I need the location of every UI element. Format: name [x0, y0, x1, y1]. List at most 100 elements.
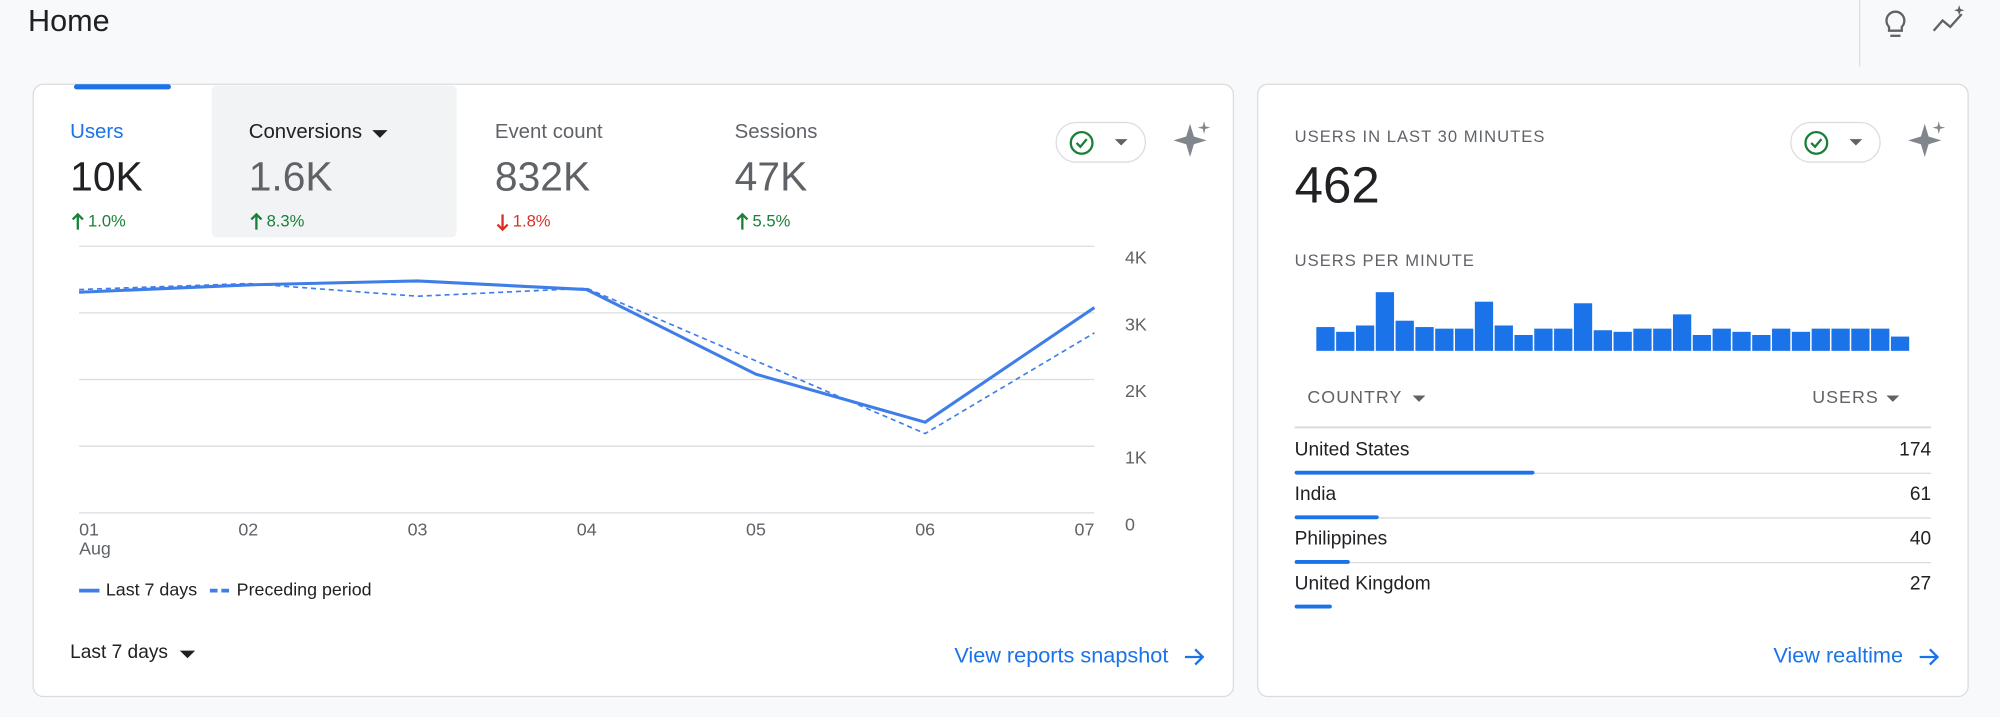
bar — [1752, 334, 1771, 351]
y-tick-label: 3K — [1125, 314, 1147, 334]
change-arrow — [496, 214, 509, 232]
metric-label[interactable]: Conversions — [249, 121, 362, 143]
country-users: 174 — [1899, 439, 1931, 460]
bar — [1573, 303, 1593, 351]
users-bar — [1294, 604, 1332, 609]
link-arrow — [1184, 648, 1205, 666]
change-arrow — [250, 212, 263, 230]
metric-label[interactable]: Event count — [495, 121, 603, 143]
tab-indicator — [73, 84, 171, 90]
dropdown-arrow — [179, 650, 196, 659]
change-arrow — [71, 212, 84, 230]
compare-button[interactable] — [1790, 121, 1881, 163]
overview-content: Users 10K 1.0% Conversions 1.6K 8.3% Event cou… — [70, 84, 1147, 599]
metric-value: 1.6K — [249, 154, 333, 200]
bar — [1514, 334, 1533, 351]
bar — [1672, 314, 1692, 351]
sparkle-icon[interactable] — [1908, 121, 1946, 157]
country-name: Philippines — [1295, 529, 1387, 550]
bar — [1811, 328, 1830, 351]
country-name: United States — [1295, 439, 1410, 460]
bar — [1712, 328, 1731, 351]
sparkle-icon[interactable] — [1173, 121, 1211, 157]
y-tick-label: 1K — [1125, 448, 1147, 468]
link-arrow — [1919, 648, 1940, 666]
bar — [1772, 328, 1791, 351]
x-tick-label: 01 — [79, 519, 99, 539]
page-title: Home — [28, 4, 110, 38]
users-bar — [1294, 515, 1379, 520]
x-tick-label: 03 — [408, 519, 428, 539]
bar — [1494, 325, 1513, 351]
x-tick-label: 06 — [915, 519, 935, 539]
view-reports-link[interactable]: View reports snapshot — [954, 643, 1168, 668]
metric-change: 5.5% — [753, 211, 791, 230]
line-series — [79, 282, 1095, 435]
country-name: United Kingdom — [1295, 573, 1431, 594]
users-bar — [1294, 470, 1535, 475]
bar — [1435, 328, 1454, 351]
country-name: India — [1295, 484, 1337, 505]
x-tick-label: 04 — [577, 519, 597, 539]
tab-hover-bg — [211, 85, 457, 238]
dropdown-arrow — [372, 130, 388, 138]
bar — [1633, 328, 1652, 351]
line-series — [79, 279, 1096, 424]
users-bar — [1294, 560, 1350, 564]
column-header[interactable]: COUNTRY — [1307, 387, 1402, 407]
column-header[interactable]: USERS — [1812, 387, 1879, 407]
bar — [1336, 331, 1355, 351]
country-users: 61 — [1910, 484, 1931, 505]
bar — [1554, 328, 1573, 351]
metric-label[interactable]: Users — [70, 121, 123, 143]
bar — [1692, 334, 1712, 351]
sort-arrow — [1412, 395, 1426, 402]
lightbulb-icon[interactable] — [1885, 10, 1906, 37]
sort-arrow — [1886, 395, 1900, 402]
bar — [1455, 328, 1474, 351]
metric-value: 832K — [495, 154, 590, 200]
bar — [1355, 325, 1375, 351]
realtime-value: 462 — [1295, 156, 1380, 213]
bar — [1732, 331, 1751, 351]
compare-button[interactable] — [1055, 121, 1147, 163]
view-realtime-link[interactable]: View realtime — [1773, 643, 1903, 668]
change-arrow — [736, 212, 749, 230]
metric-value: 10K — [70, 154, 143, 200]
metric-value: 47K — [735, 154, 808, 200]
x-month-label: Aug — [79, 539, 111, 559]
realtime-title: USERS IN LAST 30 MINUTES — [1295, 127, 1546, 146]
metric-change: 8.3% — [267, 211, 305, 230]
insights-icon[interactable] — [1932, 5, 1965, 32]
x-tick-label: 07 — [1075, 519, 1095, 539]
bar — [1375, 292, 1395, 351]
metric-label[interactable]: Sessions — [735, 121, 818, 143]
x-tick-label: 05 — [746, 519, 766, 539]
bar — [1316, 327, 1335, 351]
bar — [1593, 330, 1612, 351]
country-users: 40 — [1910, 529, 1931, 550]
date-range[interactable]: Last 7 days — [70, 642, 168, 663]
legend-label: Preceding period — [237, 579, 372, 599]
bar — [1534, 328, 1553, 351]
bar — [1613, 331, 1632, 351]
bar-chart-title: USERS PER MINUTE — [1295, 251, 1475, 270]
bar — [1851, 328, 1870, 351]
bar — [1653, 328, 1672, 351]
bar — [1890, 336, 1910, 351]
legend-label: Last 7 days — [106, 579, 197, 599]
bar — [1831, 328, 1850, 351]
metric-change: 1.0% — [88, 211, 126, 230]
bar — [1415, 327, 1434, 351]
realtime-content: COUNTRY USERS United States 174 India 61 Phili… — [1294, 292, 1931, 609]
country-users: 27 — [1910, 573, 1931, 594]
bar — [1791, 331, 1811, 351]
realtime-card — [1257, 83, 1969, 698]
x-tick-label: 02 — [238, 519, 258, 539]
metric-change: 1.8% — [513, 211, 551, 230]
bar — [1474, 301, 1494, 351]
y-tick-label: 4K — [1125, 248, 1147, 268]
y-tick-label: 2K — [1125, 381, 1147, 401]
y-tick-label: 0 — [1125, 514, 1135, 534]
